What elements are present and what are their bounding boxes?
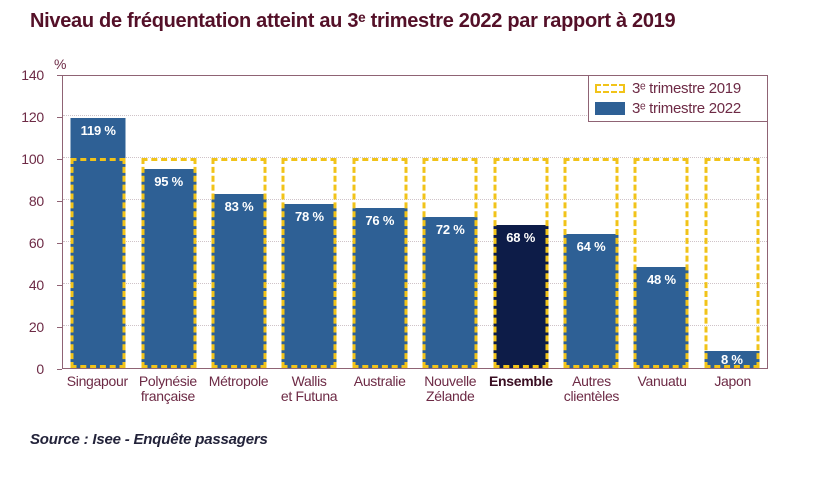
reference-2019-dashed-rect bbox=[704, 158, 760, 368]
y-tick-label: 20 bbox=[28, 319, 44, 335]
x-tick-label: Nouvelle Zélande bbox=[424, 373, 477, 404]
y-tick-mark bbox=[57, 327, 62, 328]
legend-item-2019: 3ᵉ trimestre 2019 bbox=[595, 80, 761, 98]
bar-2022: 68 % bbox=[493, 225, 549, 368]
bar-2022: 48 % bbox=[633, 267, 689, 368]
legend: 3ᵉ trimestre 2019 3ᵉ trimestre 2022 bbox=[588, 75, 768, 122]
bar-group: 72 % bbox=[415, 76, 485, 368]
y-tick-label: 80 bbox=[28, 193, 44, 209]
y-tick-label: 140 bbox=[21, 67, 44, 83]
y-tick-label: 100 bbox=[21, 151, 44, 167]
bar-value-label: 78 % bbox=[295, 209, 324, 225]
gridline bbox=[63, 157, 767, 158]
bar-2022: 76 % bbox=[352, 208, 408, 368]
reference-2019-dashed-rect bbox=[633, 158, 689, 368]
y-tick-mark bbox=[57, 243, 62, 244]
reference-2019-dashed-rect bbox=[422, 158, 478, 368]
bar-value-label: 95 % bbox=[154, 173, 184, 189]
x-tick-label: Australie bbox=[353, 373, 406, 389]
bar-2022: 72 % bbox=[422, 216, 478, 368]
legend-label-2019: 3ᵉ trimestre 2019 bbox=[632, 79, 741, 97]
bar-2022: 78 % bbox=[281, 204, 337, 368]
reference-2019-dashed-rect bbox=[352, 158, 408, 368]
x-tick-label: Japon bbox=[714, 373, 751, 389]
bars-container: 119 % 95 % 83 % 78 % 76 % 72 % 68 % 64 % 48 % 8 % bbox=[63, 76, 767, 368]
x-tick-label: Autres clientèles bbox=[563, 373, 620, 404]
gridline bbox=[63, 283, 767, 284]
x-tick-label: Singapour bbox=[66, 373, 128, 389]
reference-2019-dashed-rect bbox=[281, 158, 337, 368]
bar-group: 83 % bbox=[204, 76, 274, 368]
y-tick-label: 0 bbox=[36, 361, 44, 377]
y-tick-label: 120 bbox=[21, 109, 44, 125]
y-tick-label: 60 bbox=[28, 235, 44, 251]
y-tick-label: 40 bbox=[28, 277, 44, 293]
bar-group: 68 % bbox=[485, 76, 555, 368]
bar-value-label: 72 % bbox=[435, 221, 465, 237]
y-axis-unit-label: % bbox=[54, 56, 67, 72]
x-tick-label: Vanuatu bbox=[637, 373, 687, 389]
bar-group: 64 % bbox=[556, 76, 626, 368]
bar-group: 8 % bbox=[697, 76, 767, 368]
bar-value-label: 119 % bbox=[80, 123, 116, 139]
bar-2022: 83 % bbox=[211, 193, 267, 368]
legend-swatch-solid-blue-icon bbox=[595, 102, 625, 115]
bar-value-label: 76 % bbox=[365, 213, 395, 229]
reference-2019-dashed-rect bbox=[211, 158, 267, 368]
bar-value-label: 48 % bbox=[647, 272, 676, 288]
reference-2019-dashed-rect bbox=[141, 158, 197, 368]
legend-item-2022: 3ᵉ trimestre 2022 bbox=[595, 100, 761, 118]
bar-group: 95 % bbox=[133, 76, 203, 368]
chart-title: Niveau de fréquentation atteint au 3ᵉ tr… bbox=[30, 10, 676, 32]
bar-2022: 64 % bbox=[563, 233, 619, 368]
reference-2019-dashed-rect bbox=[70, 158, 126, 368]
y-tick-mark bbox=[57, 117, 62, 118]
y-tick-mark bbox=[57, 75, 62, 76]
bar-group: 78 % bbox=[274, 76, 344, 368]
y-tick-mark bbox=[57, 201, 62, 202]
x-tick-label: Métropole bbox=[208, 373, 269, 389]
bar-value-label: 64 % bbox=[576, 238, 606, 254]
bar-group: 76 % bbox=[345, 76, 415, 368]
gridline bbox=[63, 115, 767, 116]
reference-2019-dashed-rect bbox=[493, 158, 549, 368]
bar-group: 48 % bbox=[626, 76, 696, 368]
x-axis-labels: Singapour Polynésie française Métropole Wal… bbox=[62, 374, 768, 404]
gridline bbox=[63, 199, 767, 200]
bar-2022: 8 % bbox=[704, 351, 760, 368]
bar-value-label: 8 % bbox=[720, 352, 743, 368]
source-note: Source : Isee - Enquête passagers bbox=[30, 431, 268, 448]
x-tick-label: Polynésie française bbox=[138, 373, 197, 404]
x-tick-label: Ensemble bbox=[488, 373, 553, 389]
y-axis-labels: 0 20 40 60 80 100 120 140 bbox=[0, 67, 62, 377]
legend-swatch-dashed-yellow-icon bbox=[595, 84, 625, 93]
reference-2019-dashed-rect bbox=[563, 158, 619, 368]
x-tick-label: Wallis et Futuna bbox=[280, 373, 338, 404]
gridline bbox=[63, 325, 767, 326]
y-tick-mark bbox=[57, 159, 62, 160]
bar-value-label: 83 % bbox=[224, 198, 254, 214]
bar-value-label: 68 % bbox=[506, 230, 536, 246]
bar-group: 119 % bbox=[63, 76, 133, 368]
bar-2022: 95 % bbox=[141, 168, 197, 368]
gridline bbox=[63, 241, 767, 242]
legend-label-2022: 3ᵉ trimestre 2022 bbox=[632, 99, 741, 117]
y-tick-mark bbox=[57, 285, 62, 286]
plot-area: 119 % 95 % 83 % 78 % 76 % 72 % 68 % 64 % 48 % 8 %… bbox=[62, 75, 768, 369]
y-tick-mark bbox=[57, 369, 62, 370]
